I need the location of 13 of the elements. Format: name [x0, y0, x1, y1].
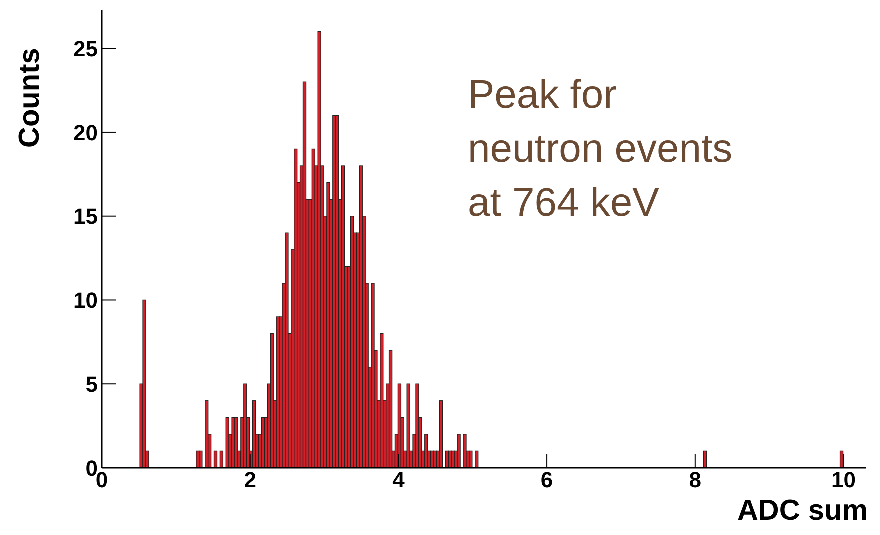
- y-tick-label: 25: [74, 36, 98, 62]
- x-tick-label: 8: [689, 468, 702, 493]
- y-tick-label: 5: [86, 372, 98, 397]
- annotation: Peak for neutron events at 764 keV: [468, 72, 733, 227]
- y-tick-label: 20: [74, 120, 98, 146]
- x-tick-label: 2: [244, 468, 256, 493]
- x-tick-label: 4: [392, 468, 406, 493]
- x-axis-title: ADC sum: [737, 495, 868, 528]
- x-tick-label: 6: [540, 468, 554, 493]
- y-axis-title: Counts: [14, 48, 47, 148]
- x-tick-label: 10: [832, 468, 856, 493]
- y-tick-label: 10: [74, 288, 98, 314]
- y-tick-label: 15: [74, 204, 98, 230]
